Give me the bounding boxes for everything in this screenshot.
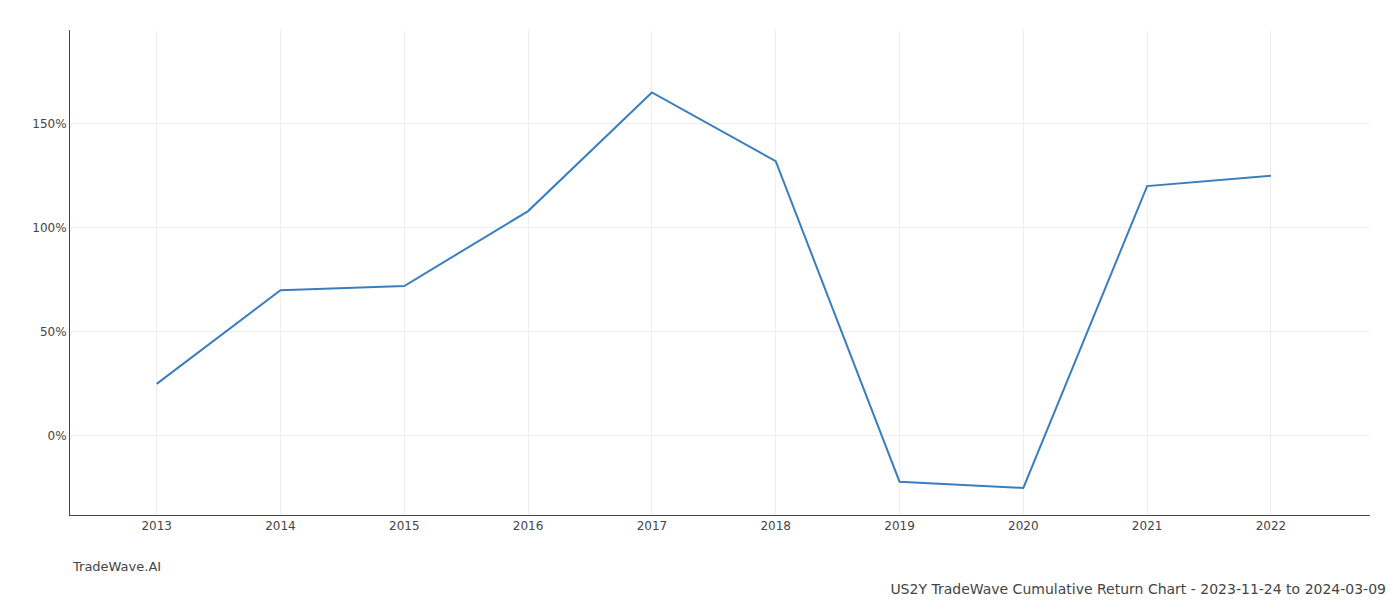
svg-text:2021: 2021 xyxy=(1132,519,1163,533)
svg-text:2018: 2018 xyxy=(760,519,791,533)
svg-text:2014: 2014 xyxy=(265,519,296,533)
svg-text:0%: 0% xyxy=(48,429,67,443)
svg-text:2016: 2016 xyxy=(513,519,544,533)
svg-text:2015: 2015 xyxy=(389,519,420,533)
svg-text:US2Y TradeWave Cumulative Retu: US2Y TradeWave Cumulative Return Chart -… xyxy=(890,581,1386,597)
svg-text:2019: 2019 xyxy=(884,519,915,533)
svg-text:TradeWave.AI: TradeWave.AI xyxy=(72,559,161,574)
svg-text:2020: 2020 xyxy=(1008,519,1039,533)
svg-text:150%: 150% xyxy=(32,117,66,131)
svg-text:2013: 2013 xyxy=(141,519,172,533)
svg-text:50%: 50% xyxy=(40,325,67,339)
svg-text:2022: 2022 xyxy=(1256,519,1287,533)
svg-text:2017: 2017 xyxy=(637,519,668,533)
svg-text:100%: 100% xyxy=(32,221,66,235)
